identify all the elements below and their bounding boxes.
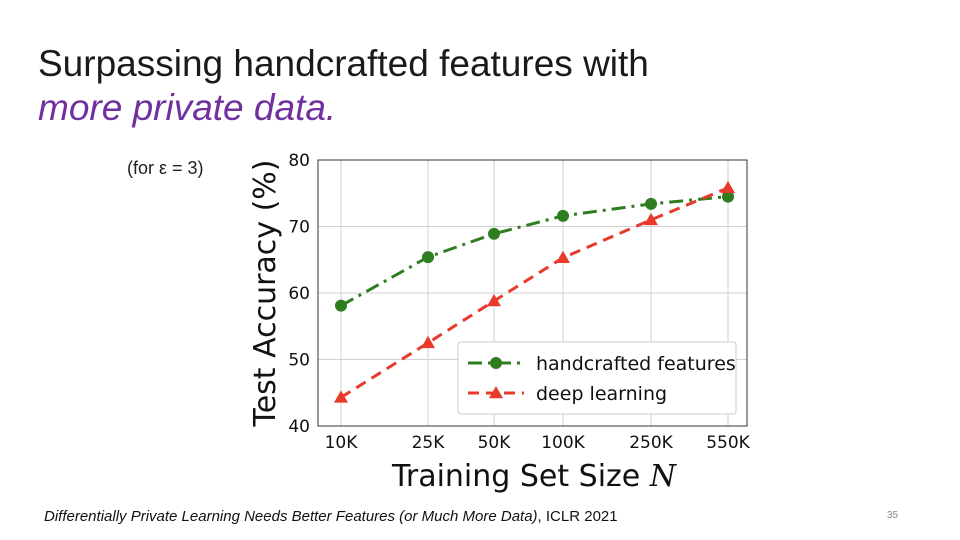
x-tick-label: 100K — [541, 433, 585, 453]
citation-title: Differentially Private Learning Needs Be… — [44, 508, 538, 525]
x-tick-label: 50K — [478, 433, 512, 453]
data-point-s2 — [721, 180, 735, 194]
data-point-s2 — [421, 335, 435, 349]
y-tick-label: 40 — [288, 417, 310, 437]
data-point-s2 — [334, 390, 348, 403]
x-axis-variable: N — [649, 459, 678, 494]
y-tick-label: 70 — [288, 218, 310, 238]
epsilon-condition: (for ε = 3) — [127, 158, 204, 178]
page-number: 35 — [887, 510, 899, 521]
title-line-1: Surpassing handcrafted features with — [38, 43, 649, 84]
legend-label-1: handcrafted features — [536, 353, 736, 375]
x-tick-label: 550K — [706, 433, 750, 453]
title-line-2: more private data. — [38, 87, 337, 128]
x-tick-label: 250K — [629, 433, 673, 453]
x-axis-title: Training Set Size N — [391, 459, 678, 494]
slide-title: Surpassing handcrafted features with mor… — [38, 42, 649, 130]
legend-label-2: deep learning — [536, 383, 667, 405]
y-axis-title: Test Accuracy (%) — [248, 159, 283, 427]
legend-box — [457, 341, 737, 415]
series-line-2 — [340, 186, 729, 399]
legend-marker-2 — [489, 386, 503, 399]
data-point-s1 — [722, 190, 734, 203]
data-point-s1 — [557, 209, 569, 222]
data-point-s1 — [645, 197, 657, 210]
citation-venue: , ICLR 2021 — [537, 508, 618, 525]
y-tick-label: 50 — [288, 351, 310, 371]
x-tick-label: 10K — [325, 433, 359, 453]
data-point-s1 — [488, 227, 500, 240]
series-line-1 — [340, 195, 729, 307]
x-tick-label: 25K — [412, 433, 446, 453]
data-point-s2 — [556, 250, 570, 264]
data-point-s1 — [422, 251, 434, 264]
data-point-s2 — [487, 293, 501, 307]
legend-marker-1 — [490, 357, 502, 369]
y-tick-label: 60 — [288, 284, 310, 304]
citation: Differentially Private Learning Needs Be… — [44, 508, 618, 525]
plot-frame — [317, 159, 748, 427]
data-point-s2 — [644, 212, 658, 226]
data-point-s1 — [335, 299, 347, 312]
y-tick-label: 80 — [288, 151, 310, 171]
